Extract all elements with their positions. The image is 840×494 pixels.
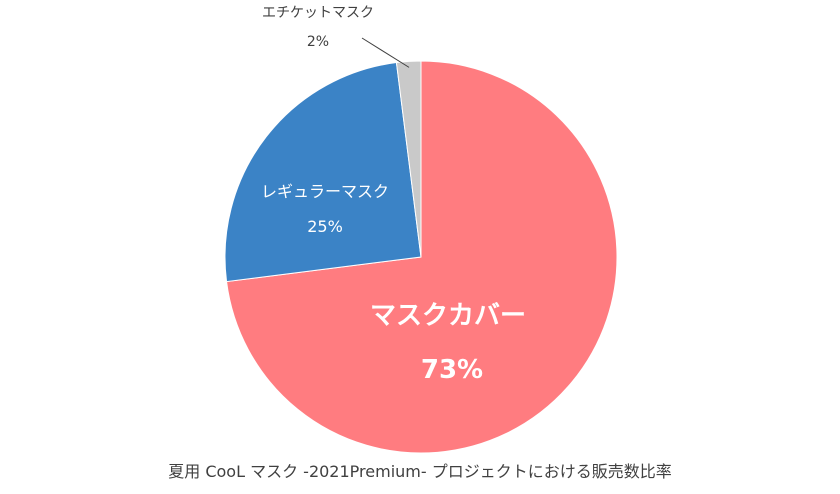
slice-value-label-3: 2% bbox=[307, 34, 329, 50]
pie-slice-3 bbox=[395, 60, 422, 258]
slice-label-3: エチケットマスク bbox=[262, 5, 374, 21]
slice-value-label-2: 25% bbox=[307, 217, 343, 236]
pie-slices bbox=[224, 60, 618, 454]
slice-label-2: レギュラーマスク bbox=[261, 182, 389, 201]
leader-line bbox=[361, 37, 410, 68]
slice-value-label-1: 73% bbox=[421, 355, 483, 385]
chart-caption: 夏用 CooL マスク -2021Premium- プロジェクトにおける販売数比… bbox=[168, 462, 672, 481]
pie-slice-2 bbox=[224, 61, 422, 283]
pie-labels: マスクカバー 73% レギュラーマスク 25% エチケットマスク 2% bbox=[261, 5, 526, 385]
pie-slice-1 bbox=[225, 60, 618, 454]
slice-label-1: マスクカバー bbox=[370, 301, 526, 331]
pie-chart: マスクカバー 73% レギュラーマスク 25% エチケットマスク 2% bbox=[224, 5, 618, 454]
